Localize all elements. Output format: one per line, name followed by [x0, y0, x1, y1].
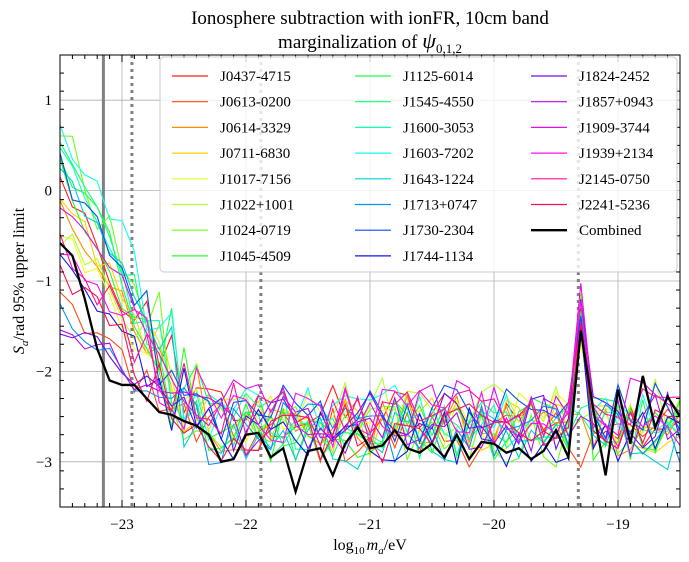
legend: J0437-4715 J0613-0200 J0614-3329 J0711-6830…	[159, 56, 678, 273]
legend-label: J1017-7156	[220, 172, 291, 188]
y-label-var-sub: a	[19, 340, 31, 346]
legend-label: J1024-0719	[220, 223, 291, 239]
legend-label: J1545-4550	[403, 95, 474, 111]
y-axis-label: Sa/rad 95% upper limit	[11, 207, 31, 354]
subtitle-subscript: 0,1,2	[436, 41, 462, 56]
legend-label: J2145-0750	[579, 172, 650, 188]
series-line-J1939+2134	[60, 253, 680, 450]
x-label-suffix: /eV	[384, 537, 408, 554]
tick-labels: −23 −22 −21 −20 −19 1 0 −1 −2 −3	[36, 93, 630, 533]
x-tick-label: −19	[606, 517, 629, 533]
legend-label: J1600-3053	[403, 120, 474, 136]
combined-line	[60, 242, 680, 496]
x-tick-label: −20	[482, 517, 505, 533]
series-line-J1857+0943	[60, 329, 680, 458]
legend-label: J1603-7202	[403, 146, 474, 162]
series-line-J1909-3744	[60, 207, 680, 439]
y-tick-label: 1	[45, 93, 53, 109]
x-tick-label: −23	[110, 517, 133, 533]
combined-line-group	[60, 242, 680, 496]
subtitle-symbol: ψ	[422, 28, 436, 53]
y-label-suffix: /rad 95% upper limit	[11, 207, 28, 340]
legend-label: J1022+1001	[220, 198, 294, 214]
x-tick-label: −21	[358, 517, 381, 533]
legend-label: J1744-1134	[403, 249, 474, 265]
chart-title: Ionosphere subtraction with ionFR, 10cm …	[191, 8, 549, 29]
y-tick-label: −2	[36, 364, 52, 380]
plot-frame	[59, 54, 681, 508]
series-line-J2241-5236	[60, 264, 680, 464]
legend-label: J0613-0200	[220, 95, 291, 111]
legend-label: J1939+2134	[579, 146, 654, 162]
x-label-var-sub: a	[378, 545, 384, 557]
legend-label: J1643-1224	[403, 172, 474, 188]
legend-label: J2241-5236	[579, 198, 650, 214]
series-line-J2145-0750	[60, 233, 680, 448]
legend-label: J1730-2304	[403, 223, 474, 239]
legend-label: J0614-3329	[220, 120, 291, 136]
legend-label: J0437-4715	[220, 69, 291, 85]
y-tick-label: −1	[36, 274, 52, 290]
legend-label: J1824-2452	[579, 69, 650, 85]
legend-box	[159, 56, 678, 273]
x-tick-label: −22	[234, 517, 257, 533]
chart-subtitle: marginalization of ψ0,1,2	[278, 28, 462, 56]
series-line-J1022+1001	[60, 233, 680, 437]
legend-label: J1909-3744	[579, 120, 650, 136]
y-tick-label: 0	[45, 184, 53, 200]
y-tick-label: −3	[36, 455, 52, 471]
x-label-log: log	[333, 537, 353, 554]
legend-label: J1857+0943	[579, 95, 653, 111]
legend-label: Combined	[579, 223, 642, 239]
subtitle-prefix: marginalization of	[278, 32, 422, 53]
x-axis-label: log10 ma/eV	[333, 537, 407, 557]
legend-label: J1125-6014	[403, 69, 474, 85]
legend-label: J1045-4509	[220, 249, 291, 265]
x-label-log-sub: 10	[354, 545, 366, 557]
legend-label: J1713+0747	[403, 198, 478, 214]
legend-label: J0711-6830	[220, 146, 290, 162]
x-label-var: m	[367, 537, 379, 554]
y-label-var: S	[11, 346, 28, 354]
